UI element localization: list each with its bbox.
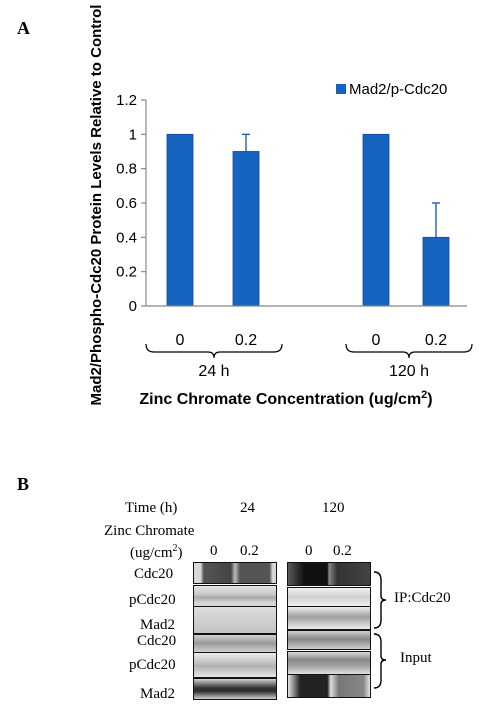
bar	[362, 133, 390, 307]
bracket-label-input: Input	[400, 650, 432, 666]
blot-pcdc20-input-24	[193, 652, 277, 678]
bracket-input	[373, 633, 387, 689]
group-brace-lower	[145, 343, 283, 359]
bar-chart: Mad2/Phospho-Cdc20 Protein Levels Relati…	[88, 5, 473, 408]
group-brackets: 0 0.2 0 0.2 24 h 120 h	[145, 332, 473, 380]
blot-mad2-ip-120	[287, 606, 371, 630]
y-tick-label: 0.8	[116, 161, 137, 178]
legend-swatch	[336, 84, 346, 94]
blot-mad2-ip-24	[193, 606, 277, 634]
y-tick-label: 0	[129, 298, 137, 315]
conc-label: 0.2	[425, 332, 447, 349]
bar	[166, 133, 194, 307]
conc-0-120: 0	[305, 543, 313, 559]
bracket-label-ip: IP:Cdc20	[394, 590, 451, 606]
panel-b-label: B	[17, 474, 30, 494]
blot-cdc20-ip-120	[287, 562, 371, 586]
time-120: 120	[322, 500, 345, 516]
conc-02-120: 0.2	[333, 543, 352, 559]
group-brace-lower	[345, 343, 473, 359]
y-axis-label: Mad2/Phospho-Cdc20 Protein Levels Relati…	[88, 5, 105, 406]
legend: Mad2/p-Cdc20	[336, 81, 447, 98]
bar	[232, 151, 260, 307]
blot-mad2-input-120	[287, 674, 371, 698]
conc-02-24: 0.2	[240, 543, 259, 559]
y-tick-label: 1	[129, 126, 137, 143]
bars	[166, 133, 450, 307]
y-tick-label: 1.2	[116, 92, 137, 109]
blot-cdc20-input-120	[287, 630, 371, 650]
conc-label: 0	[372, 332, 381, 349]
panel-a-label: A	[17, 18, 30, 38]
blot-pcdc20-input-120	[287, 651, 371, 675]
blot-mad2-input-24	[193, 678, 277, 700]
time-24: 24	[240, 500, 255, 516]
zinc-label: Zinc Chromate	[104, 523, 195, 539]
y-tick-label: 0.6	[116, 195, 137, 212]
row-label-pcdc20-input: pCdc20	[129, 657, 176, 673]
bar	[422, 236, 450, 307]
y-tick-label: 0.4	[116, 229, 137, 246]
y-axis: 0 0.2 0.4 0.6 0.8 1 1.2	[116, 92, 147, 315]
group-label: 120 h	[389, 363, 429, 380]
row-label-pcdc20-ip: pCdc20	[129, 592, 176, 608]
unit-label: (ug/cm2)	[130, 543, 183, 561]
blot-pcdc20-ip-24	[193, 585, 277, 608]
conc-0-24: 0	[210, 543, 218, 559]
row-label-mad2-input: Mad2	[140, 686, 175, 702]
bracket-ip	[373, 571, 387, 629]
row-label-mad2-ip: Mad2	[140, 617, 175, 633]
blot-cdc20-input-24	[193, 634, 277, 654]
conc-label: 0.2	[235, 332, 257, 349]
group-label: 24 h	[198, 363, 229, 380]
time-label: Time (h)	[125, 500, 178, 516]
x-axis-label: Zinc Chromate Concentration (ug/cm2)	[139, 389, 432, 408]
row-label-cdc20-ip: Cdc20	[134, 566, 174, 582]
blot-cdc20-ip-24	[193, 562, 277, 584]
row-label-cdc20-input: Cdc20	[137, 633, 177, 649]
conc-label: 0	[176, 332, 185, 349]
legend-label: Mad2/p-Cdc20	[349, 81, 447, 98]
blot-pcdc20-ip-120	[287, 587, 371, 607]
y-tick-label: 0.2	[116, 264, 137, 281]
